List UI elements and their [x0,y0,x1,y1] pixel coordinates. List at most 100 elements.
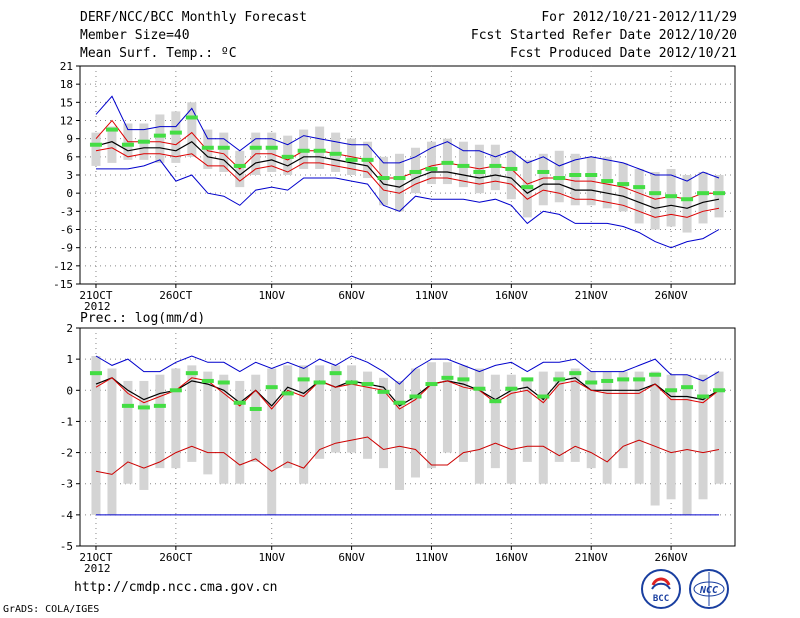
prec-observed-marker [601,378,614,383]
temp-box-bar [395,153,405,212]
prec-line-mean-spread [95,377,720,410]
prec-observed-marker [345,380,358,385]
temp-observed-marker [185,115,198,120]
prec-observed-marker [505,386,518,391]
prec-line-ensemble-mean [95,377,720,407]
temp-panel [76,65,736,288]
prec-xtick-label: 1NOV [258,551,285,564]
start-date: Fcst Started Refer Date 2012/10/20 [470,28,737,43]
prec-observed-marker [121,403,134,408]
prec-observed-marker [201,378,214,383]
prec-observed-marker [361,382,374,387]
prec-box-bar [458,365,468,462]
temp-observed-marker [489,163,502,168]
prec-box-bar [634,371,644,484]
temp-observed-marker [569,173,582,177]
temp-observed-marker [217,145,230,150]
temp-observed-marker [377,176,390,181]
temp-year-label: 2012 [84,300,111,313]
prec-xtick-label: 26NOV [655,551,688,564]
prec-box-bar [347,365,357,453]
prec-xtick-label: 21OCT [79,551,112,564]
temp-line-mean-spread [95,147,720,218]
temp-box-bar [107,126,117,163]
prec-box-bar [618,371,628,469]
temp-box-bar [155,114,165,163]
temp-observed-marker [281,154,294,159]
temp-observed-marker [137,139,150,144]
prec-box-bar [602,371,612,484]
prec-observed-marker [393,400,406,405]
temp-observed-marker [601,179,614,184]
prec-observed-marker [137,405,150,410]
prec-box-bar [155,374,165,469]
temp-observed-marker [713,191,726,196]
prec-observed-marker [649,372,662,377]
prec-year-label: 2012 [84,562,111,575]
prec-box-bar [650,371,660,506]
temp-observed-marker [345,157,358,162]
temp-observed-marker [633,185,646,190]
prec-box-bar [426,362,436,469]
temp-box-bar [698,171,708,224]
temp-observed-marker [201,145,214,150]
prec-observed-marker [681,385,694,390]
temp-box-bar [506,150,516,200]
prec-ytick-label: -5 [60,540,73,553]
prec-box-bar [139,380,149,490]
prec-observed-marker [633,377,646,382]
temp-box-bar [650,171,660,230]
temp-ytick-label: 21 [60,60,73,73]
bcc-logo-ring [641,569,681,609]
temp-box-bar [267,132,277,172]
temp-line-ensemble-min [96,159,720,249]
prec-observed-marker [265,385,278,390]
prec-box-bar [315,365,325,459]
prec-observed-marker [441,375,454,380]
prec-observed-marker [249,406,262,411]
prec-box-bar [586,371,596,469]
prec-ytick-label: 1 [66,353,73,366]
temp-line-mean-spread [95,119,719,200]
prec-box-bar [395,380,405,490]
prec-observed-marker [377,389,390,394]
temp-xtick-label: 21NOV [575,289,608,302]
prec-box-bar [251,374,261,462]
temp-ytick-label: -3 [60,205,73,218]
prec-panel [76,327,736,550]
prec-observed-marker [713,388,726,393]
prec-box-bar [363,371,373,459]
temp-observed-marker [409,169,422,174]
temp-observed-marker [585,173,598,177]
temp-line-ensemble-max [95,95,720,182]
temp-observed-marker [697,191,710,196]
temp-xtick-label: 6NOV [338,289,365,302]
footer-url[interactable]: http://cmdp.ncc.cma.gov.cn [74,580,278,595]
prec-box-bar [171,368,181,469]
temp-observed-marker [681,197,694,202]
prec-observed-marker [233,400,246,405]
prec-xtick-label: 21NOV [575,551,608,564]
temp-observed-marker [457,163,470,168]
prec-box-bar [474,368,484,484]
prec-observed-marker [521,377,534,382]
temp-xtick-label: 11NOV [415,289,448,302]
temp-box-bar [91,132,101,166]
prec-box-bar [538,371,548,484]
temp-box-bar [219,132,229,172]
temp-observed-marker [121,142,134,147]
prec-observed-marker [489,399,502,404]
forecast-period: For 2012/10/21-2012/11/29 [541,10,737,25]
temp-xtick-label: 26OCT [159,289,192,302]
temp-observed-marker [89,142,102,147]
prec-xtick-label: 11NOV [415,551,448,564]
temp-observed-marker [665,194,678,199]
prec-box-bar [203,371,213,475]
prec-box-bar [698,374,708,500]
temp-observed-marker [473,169,486,174]
prec-observed-marker [313,380,326,385]
temp-ytick-label: 6 [66,151,73,164]
temp-ytick-label: -15 [53,278,73,291]
